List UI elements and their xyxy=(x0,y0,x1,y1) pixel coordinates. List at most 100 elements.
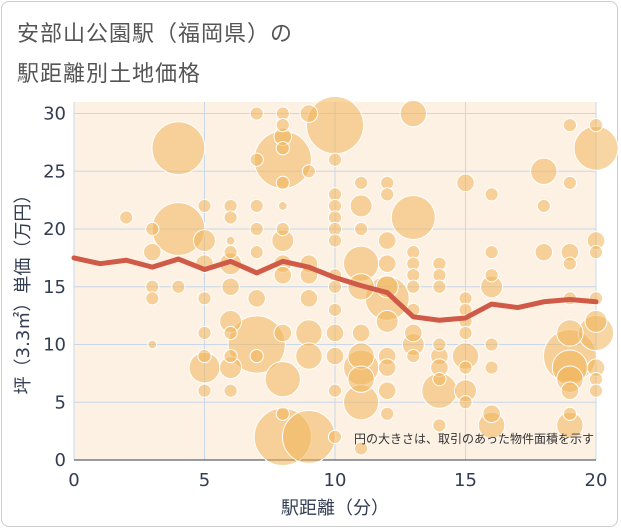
bubble xyxy=(380,406,395,421)
y-axis-title: 坪（3.3㎡）単価（万円） xyxy=(12,186,34,395)
bubble xyxy=(295,342,323,370)
bubble xyxy=(458,325,473,341)
bubble xyxy=(588,117,604,133)
bubble xyxy=(249,152,264,167)
y-tick-label: 10 xyxy=(43,335,66,356)
bubble xyxy=(145,221,160,237)
bubble xyxy=(482,404,501,424)
bubble xyxy=(223,210,238,225)
bubble xyxy=(562,117,578,133)
bubble xyxy=(380,187,395,202)
bubble xyxy=(227,315,286,374)
bubble xyxy=(327,429,343,445)
bubble xyxy=(573,125,619,171)
y-tick-label: 15 xyxy=(43,277,66,298)
bubble xyxy=(301,164,316,179)
bubble xyxy=(273,323,293,343)
bubble xyxy=(249,198,264,214)
bubble xyxy=(145,291,160,306)
bubble xyxy=(143,242,162,262)
bubble xyxy=(327,279,343,294)
bubble xyxy=(277,201,288,211)
size-legend-note: 円の大きさは、取引のあった物件面積を示す xyxy=(354,431,594,446)
bubble xyxy=(264,361,301,398)
bubble xyxy=(299,289,319,308)
bubble xyxy=(225,235,236,246)
bubble xyxy=(327,233,343,248)
bubble xyxy=(377,231,397,250)
bubble xyxy=(223,383,238,398)
bubble xyxy=(197,325,212,341)
bubble xyxy=(560,381,580,401)
bubble xyxy=(171,279,186,294)
bubble xyxy=(484,268,499,283)
bubble xyxy=(399,99,427,128)
chart-title-line-2: 駅距離別土地価格 xyxy=(17,62,202,87)
bubble xyxy=(377,254,397,273)
x-axis-title: 駅距離（分） xyxy=(281,498,389,519)
bubble xyxy=(588,383,604,398)
bubble xyxy=(295,319,323,347)
y-tick-label: 5 xyxy=(55,392,66,413)
bubble xyxy=(197,383,212,398)
bubble xyxy=(347,365,375,393)
bubble xyxy=(536,198,551,214)
bubble xyxy=(305,95,365,155)
x-tick-label: 10 xyxy=(324,470,347,491)
bubble xyxy=(223,325,238,341)
y-tick-label: 30 xyxy=(43,104,66,125)
bubble xyxy=(484,337,499,352)
bubble xyxy=(325,346,345,366)
bubble-series xyxy=(119,95,619,467)
bubble xyxy=(247,289,267,308)
bubble xyxy=(327,152,343,167)
bubble xyxy=(147,339,158,350)
bubble xyxy=(249,221,264,237)
bubble xyxy=(327,383,343,398)
bubble xyxy=(484,360,499,375)
bubble xyxy=(249,106,264,121)
bubble xyxy=(275,406,290,421)
bubble xyxy=(406,348,421,364)
bubble xyxy=(275,221,290,237)
x-tick-label: 0 xyxy=(68,470,79,491)
bubble xyxy=(458,360,473,375)
x-tick-label: 20 xyxy=(585,470,608,491)
bubble xyxy=(347,342,375,370)
bubble xyxy=(562,175,578,190)
bubble xyxy=(273,265,293,285)
bubble xyxy=(223,245,238,260)
axis-ticks: 0 5 10 15 20 0 5 10 15 20 25 30 xyxy=(43,104,607,491)
bubble xyxy=(484,245,499,260)
y-tick-label: 20 xyxy=(43,219,66,240)
bubble xyxy=(458,395,473,410)
bubble xyxy=(354,441,369,456)
bubble xyxy=(197,291,212,306)
bubble xyxy=(562,256,578,271)
bubble xyxy=(197,348,212,364)
bubble xyxy=(193,229,216,253)
bubble xyxy=(375,309,399,333)
bubble xyxy=(275,141,290,156)
bubble xyxy=(406,279,421,294)
bubble xyxy=(456,173,475,193)
bubble xyxy=(221,277,240,297)
bubble xyxy=(299,104,319,123)
bubble xyxy=(588,245,604,260)
bubble xyxy=(197,198,212,214)
bubble xyxy=(530,157,558,185)
bubble xyxy=(349,194,373,218)
bubble xyxy=(351,323,371,343)
y-tick-label: 0 xyxy=(55,450,66,471)
bubble xyxy=(432,418,447,433)
bubble xyxy=(432,372,447,387)
x-tick-label: 15 xyxy=(454,470,477,491)
bubble xyxy=(432,279,447,294)
bubble xyxy=(432,337,447,352)
bubble xyxy=(119,210,134,225)
bubble xyxy=(377,358,397,377)
bubble xyxy=(249,348,264,364)
bubble xyxy=(390,194,436,240)
bubble xyxy=(377,381,397,401)
bubble xyxy=(275,117,290,133)
